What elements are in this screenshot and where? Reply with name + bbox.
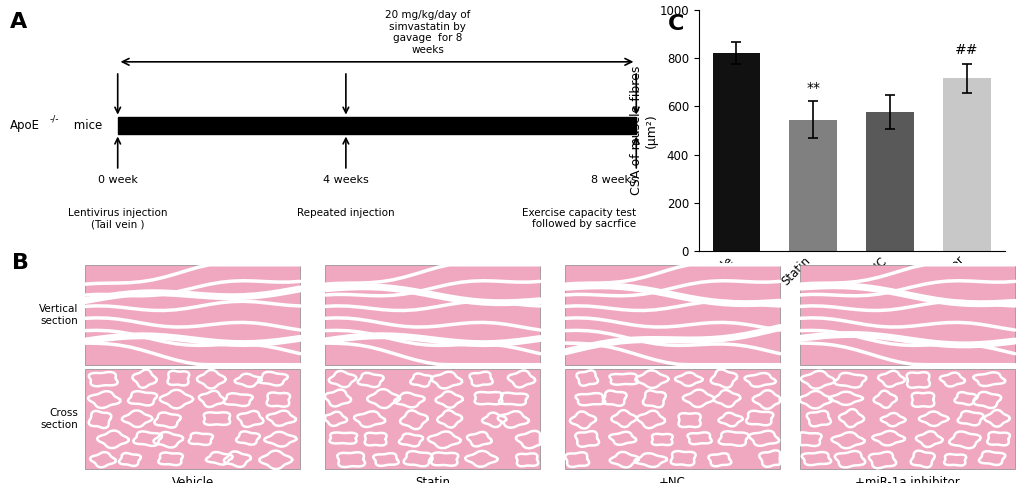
Text: 8 weeks: 8 weeks bbox=[590, 175, 636, 185]
Text: **: ** bbox=[805, 81, 819, 95]
Bar bbox=[943, 78, 989, 251]
Text: Repeated injection: Repeated injection bbox=[297, 208, 394, 218]
Bar bbox=[86, 265, 300, 365]
Bar bbox=[117, 117, 636, 134]
Text: Lentivirus injection
(Tail vein ): Lentivirus injection (Tail vein ) bbox=[68, 208, 167, 229]
Bar bbox=[325, 265, 539, 365]
Y-axis label: CSA of muscle fibres
(μm²): CSA of muscle fibres (μm²) bbox=[630, 66, 657, 195]
Text: mice: mice bbox=[70, 119, 103, 132]
Bar bbox=[865, 112, 913, 251]
Text: Vehicle: Vehicle bbox=[171, 476, 214, 483]
Text: +NC: +NC bbox=[658, 476, 685, 483]
Text: Cross
section: Cross section bbox=[41, 408, 78, 430]
Bar bbox=[799, 265, 1014, 365]
Text: -/-: -/- bbox=[50, 114, 59, 123]
Bar bbox=[799, 369, 1014, 469]
Bar bbox=[325, 369, 539, 469]
Text: C: C bbox=[667, 14, 684, 34]
Text: 20 mg/kg/day of
simvastatin by
gavage  for 8
weeks: 20 mg/kg/day of simvastatin by gavage fo… bbox=[384, 10, 470, 55]
Text: A: A bbox=[10, 12, 28, 32]
Bar bbox=[712, 53, 759, 251]
Text: B: B bbox=[12, 254, 30, 273]
Text: Exercise capacity test
followed by sacrfice: Exercise capacity test followed by sacrf… bbox=[522, 208, 636, 229]
Text: 0 week: 0 week bbox=[98, 175, 138, 185]
Text: ##: ## bbox=[954, 43, 978, 57]
Text: +miR-1a inhibitor: +miR-1a inhibitor bbox=[854, 476, 959, 483]
Text: ApoE: ApoE bbox=[10, 119, 40, 132]
Text: 4 weeks: 4 weeks bbox=[323, 175, 369, 185]
Text: Statin: Statin bbox=[415, 476, 449, 483]
Bar bbox=[86, 369, 300, 469]
Bar bbox=[565, 369, 780, 469]
Bar bbox=[565, 265, 780, 365]
Bar bbox=[789, 119, 837, 251]
Text: Vertical
section: Vertical section bbox=[39, 304, 78, 326]
